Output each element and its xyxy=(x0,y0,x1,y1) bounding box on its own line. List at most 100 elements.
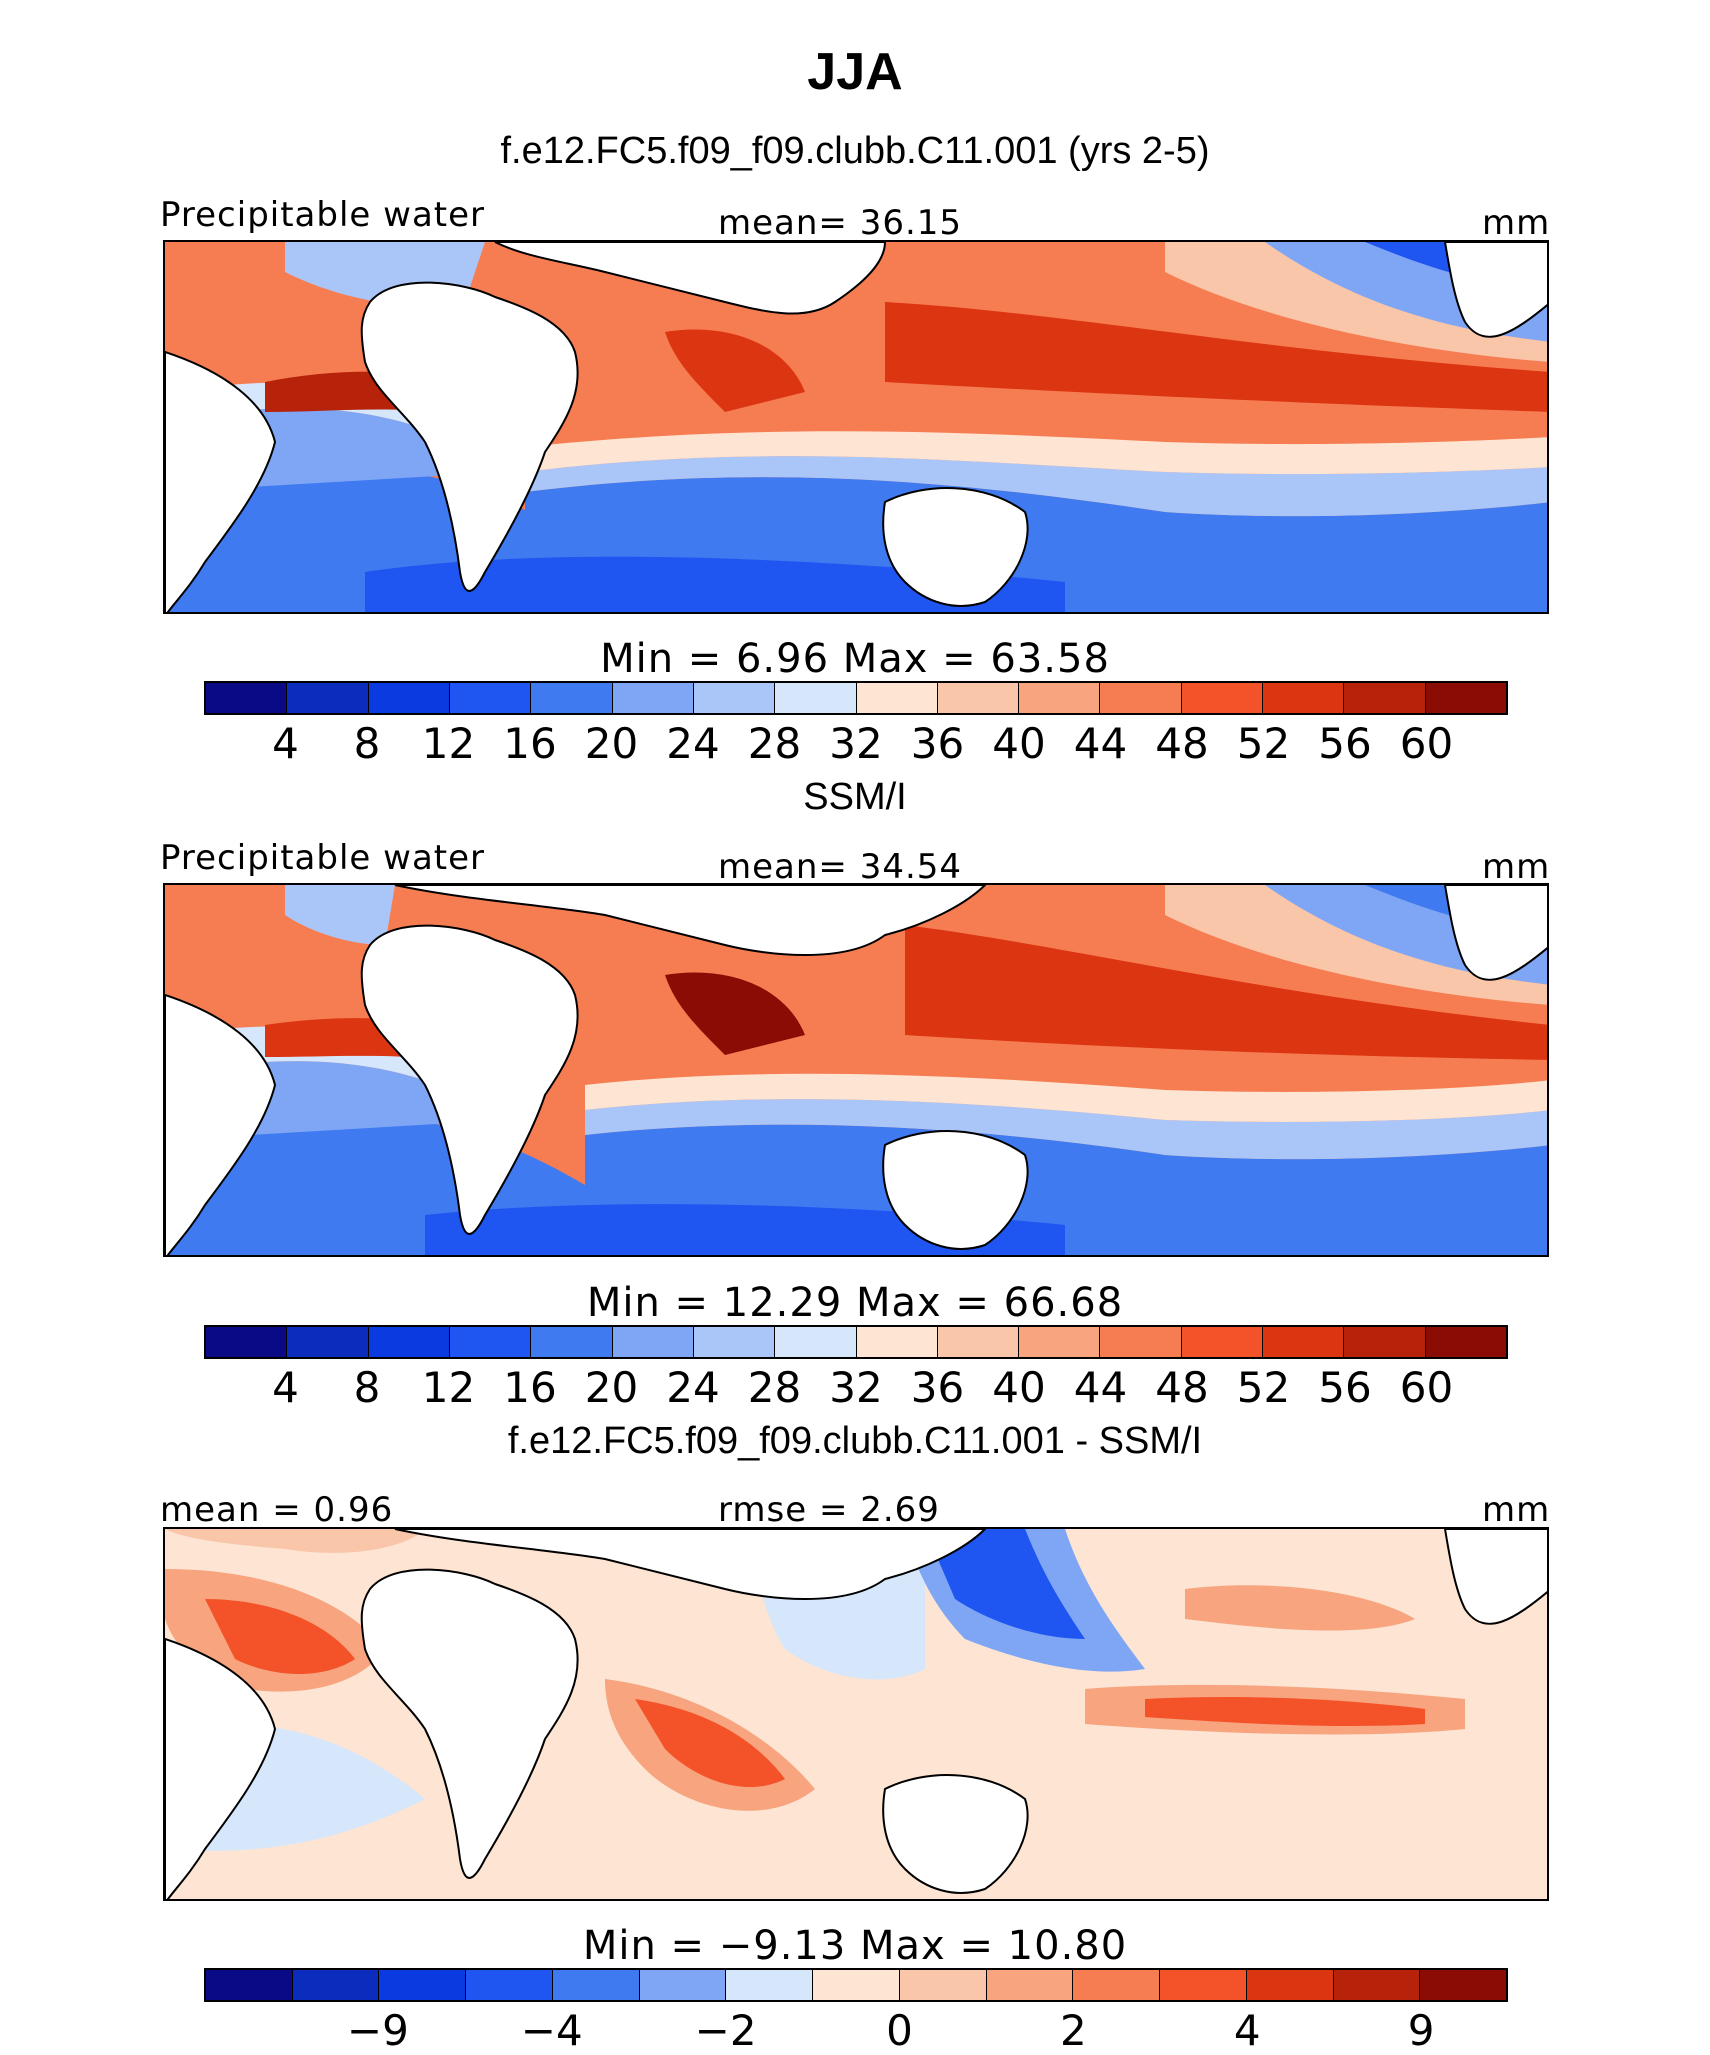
colorbar-tick-label: 28 xyxy=(747,1363,802,1412)
colorbar-tick-label: 44 xyxy=(1073,719,1128,768)
map-3-eurasia xyxy=(394,1529,987,1600)
colorbar-2-box xyxy=(693,1327,776,1357)
colorbar-tick-label: 24 xyxy=(666,719,720,768)
panel-1-minmax: Min = 6.96 Max = 63.58 xyxy=(600,636,1110,682)
colorbar-3-box xyxy=(813,1970,900,2000)
colorbar-tick-label: 24 xyxy=(666,1363,720,1412)
colorbar-tick-label: 20 xyxy=(584,719,639,768)
colorbar-tick-label: 12 xyxy=(421,1363,476,1412)
panel-1-map-svg xyxy=(165,242,1547,612)
map-1-africa xyxy=(360,281,579,592)
colorbar-1-box xyxy=(1263,683,1345,713)
colorbar-1-box xyxy=(1019,683,1101,713)
colorbar-1-box xyxy=(449,683,532,713)
colorbar-tick-label: −9 xyxy=(346,2006,409,2055)
map-3-band xyxy=(1185,1585,1415,1631)
panel-2-colorbar xyxy=(204,1325,1508,1359)
colorbar-3-box xyxy=(899,1970,987,2000)
colorbar-1-box xyxy=(287,683,369,713)
colorbar-2-box xyxy=(937,1327,1020,1357)
colorbar-1-box xyxy=(368,683,450,713)
colorbar-tick-label: −4 xyxy=(520,2006,583,2055)
map-2-band xyxy=(585,1099,1547,1160)
panel-1-variable: Precipitable water xyxy=(160,195,486,235)
colorbar-tick-label: 36 xyxy=(910,1363,965,1412)
colorbar-tick-label: 28 xyxy=(747,719,802,768)
colorbar-tick-label: 0 xyxy=(886,2006,913,2055)
colorbar-tick-label: 4 xyxy=(272,719,299,768)
colorbar-2-box xyxy=(368,1327,450,1357)
map-1-eurasia xyxy=(494,242,887,315)
colorbar-tick-label: 40 xyxy=(992,719,1046,768)
colorbar-tick-label: 56 xyxy=(1318,719,1372,768)
colorbar-2-box xyxy=(775,1327,857,1357)
map-3-band xyxy=(205,1599,355,1674)
map-3-band xyxy=(1145,1697,1425,1727)
colorbar-1-box xyxy=(531,683,613,713)
map-1-band xyxy=(525,431,1547,475)
colorbar-3-box xyxy=(466,1970,553,2000)
colorbar-2-box xyxy=(1181,1327,1264,1357)
panel-3-colorbar xyxy=(204,1968,1508,2002)
panel-3-units: mm xyxy=(1482,1490,1551,1530)
map-2-australia xyxy=(882,1130,1029,1250)
panel-2-title: SSM/I xyxy=(803,776,907,818)
colorbar-tick-label: −2 xyxy=(694,2006,757,2055)
colorbar-tick-label: 32 xyxy=(829,719,883,768)
map-3-band xyxy=(925,1529,1085,1639)
panel-2-variable: Precipitable water xyxy=(160,838,486,878)
colorbar-tick-label: 8 xyxy=(353,719,381,768)
colorbar-tick-label: 60 xyxy=(1399,1363,1454,1412)
panel-3-map xyxy=(163,1527,1549,1901)
colorbar-1-box xyxy=(856,683,938,713)
colorbar-2-box xyxy=(1344,1327,1426,1357)
map-3-south-america xyxy=(165,1637,277,1899)
colorbar-tick-label: 32 xyxy=(829,1363,883,1412)
colorbar-2-box xyxy=(206,1327,288,1357)
colorbar-1-box xyxy=(937,683,1020,713)
map-2-south-america xyxy=(165,993,277,1255)
colorbar-3-box xyxy=(1246,1970,1334,2000)
colorbar-tick-label: 4 xyxy=(272,1363,299,1412)
colorbar-3-box xyxy=(552,1970,640,2000)
panel-2-units: mm xyxy=(1482,847,1551,887)
colorbar-1-box xyxy=(693,683,776,713)
colorbar-1-box xyxy=(1344,683,1426,713)
colorbar-3-box xyxy=(1420,1970,1507,2000)
colorbar-3-box xyxy=(292,1970,380,2000)
colorbar-3-box xyxy=(726,1970,814,2000)
colorbar-1-box xyxy=(1181,683,1264,713)
panel-2-map xyxy=(163,883,1549,1257)
map-1-band xyxy=(885,302,1547,412)
panel-3-mean: mean = 0.96 xyxy=(160,1490,394,1530)
colorbar-tick-label: 52 xyxy=(1236,719,1291,768)
map-2-band xyxy=(1165,885,1547,1005)
map-2-africa xyxy=(360,924,579,1235)
map-1-south-america xyxy=(165,350,277,612)
colorbar-3-box xyxy=(1160,1970,1247,2000)
colorbar-2-box xyxy=(1100,1327,1182,1357)
map-2-north-america xyxy=(1443,885,1547,981)
map-2-band xyxy=(665,972,805,1055)
colorbar-tick-label: 52 xyxy=(1236,1363,1291,1412)
panel-2-minmax: Min = 12.29 Max = 66.68 xyxy=(586,1280,1124,1326)
colorbar-2-box xyxy=(531,1327,613,1357)
panel-1-mean: mean= 36.15 xyxy=(718,203,963,243)
colorbar-tick-label: 48 xyxy=(1155,719,1209,768)
colorbar-2-box xyxy=(1263,1327,1345,1357)
colorbar-3-box xyxy=(206,1970,293,2000)
map-2-band xyxy=(285,885,395,945)
colorbar-tick-label: 8 xyxy=(353,1363,381,1412)
colorbar-tick-label: 16 xyxy=(503,719,557,768)
colorbar-2-box xyxy=(856,1327,938,1357)
main-title: JJA xyxy=(807,43,903,101)
colorbar-3-box xyxy=(379,1970,467,2000)
panel-1-units: mm xyxy=(1482,203,1551,243)
colorbar-3-box xyxy=(986,1970,1074,2000)
colorbar-tick-label: 40 xyxy=(992,1363,1046,1412)
map-1-band xyxy=(365,556,1065,612)
colorbar-tick-label: 4 xyxy=(1233,2006,1261,2055)
map-3-australia xyxy=(882,1774,1029,1894)
panel-2-mean: mean= 34.54 xyxy=(718,847,963,887)
colorbar-2-box xyxy=(612,1327,694,1357)
